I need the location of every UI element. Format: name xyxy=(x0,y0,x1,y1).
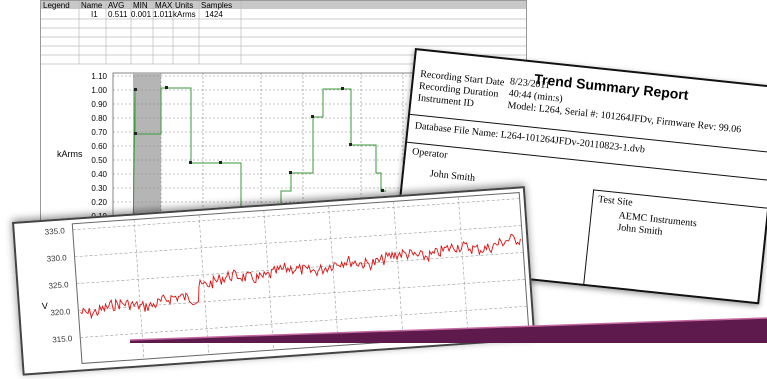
y-tick-label: 315.0 xyxy=(52,334,73,344)
y-tick-label: 1.10 xyxy=(91,72,107,81)
y-axis-label: V xyxy=(42,301,49,311)
column-header: Samples xyxy=(201,1,233,10)
table-cell: 1.011 xyxy=(153,10,173,19)
column-header: Legend xyxy=(43,1,70,10)
table-cell: 0.001 xyxy=(131,10,152,19)
y-tick-label: 0.30 xyxy=(91,184,107,193)
grid-line xyxy=(393,201,404,342)
y-tick-label: 1.00 xyxy=(91,86,107,95)
column-header: Units xyxy=(175,1,194,10)
y-tick-label: 320.0 xyxy=(50,307,71,317)
y-tick-label: 330.0 xyxy=(46,253,67,263)
y-tick-label: 0.90 xyxy=(91,100,107,109)
table-cell: kArms xyxy=(173,10,196,19)
grid-line xyxy=(198,214,210,355)
grid-line xyxy=(458,196,469,337)
y-tick-label: 0.50 xyxy=(91,156,107,165)
y-tick-label: 0.80 xyxy=(91,114,107,123)
banner xyxy=(129,317,767,343)
page: 1.10 1.00 0.90 0.80 0.70 0.60 0.50 0.40 0.30 0.20… xyxy=(12,0,767,376)
y-tick-label: 0.60 xyxy=(91,142,107,151)
y-axis-label: kArms xyxy=(57,149,83,159)
y-tick-label: 335.0 xyxy=(44,226,65,236)
y-tick-label: 0.40 xyxy=(91,170,107,179)
table-cell: I1 xyxy=(91,10,98,19)
grid-line xyxy=(263,210,274,351)
y-tick-label: 0.70 xyxy=(91,128,107,137)
y-tick-label: 325.0 xyxy=(48,280,69,290)
y-tick-label: 0.20 xyxy=(91,198,107,207)
table-cell: 1424 xyxy=(205,10,223,19)
table-header-bar xyxy=(41,1,526,9)
column-header: AVG xyxy=(108,1,125,10)
voltage-window: 335.0 330.0 325.0 320.0 315.0 V xyxy=(12,186,536,376)
table-cell: 0.511 xyxy=(108,10,128,19)
column-header: MAX xyxy=(155,1,173,10)
column-header: MIN xyxy=(133,1,148,10)
voltage-chart: 335.0 330.0 325.0 320.0 315.0 V xyxy=(42,192,530,364)
column-header: Name xyxy=(81,1,103,10)
